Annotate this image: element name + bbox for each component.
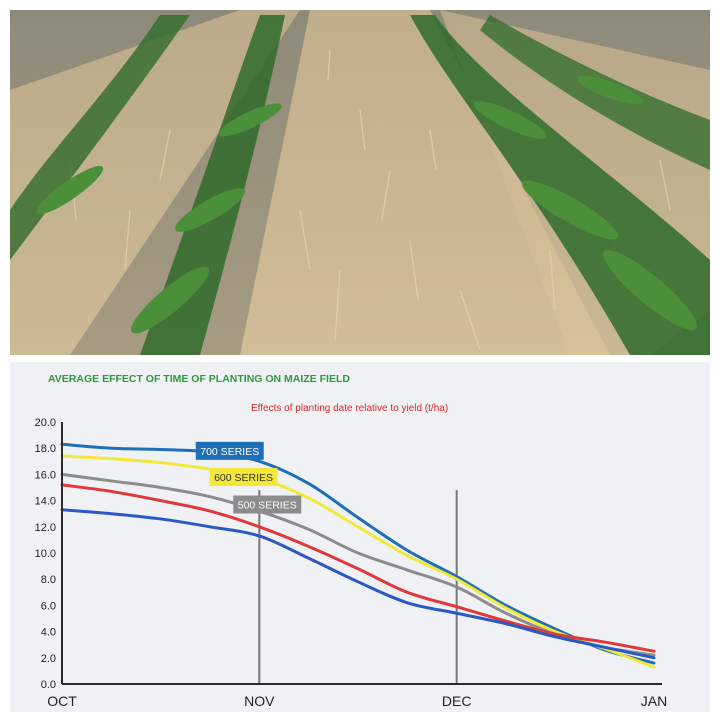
chart-axes xyxy=(61,422,662,685)
series-line-700-series xyxy=(60,442,656,665)
y-tick-label: 6.0 xyxy=(41,600,56,612)
yield-chart-panel: AVERAGE EFFECT OF TIME OF PLANTING ON MA… xyxy=(10,362,710,712)
maize-field-image xyxy=(10,10,710,355)
y-tick-label: 8.0 xyxy=(41,574,56,586)
series-label-text: 500 SERIES xyxy=(238,500,297,512)
y-tick-label: 16.0 xyxy=(35,469,56,481)
y-tick-label: 10.0 xyxy=(35,548,56,560)
series-label-text: 600 SERIES xyxy=(214,472,273,484)
series-label-600-series: 600 SERIES xyxy=(209,468,278,487)
yield-line-chart: AVERAGE EFFECT OF TIME OF PLANTING ON MA… xyxy=(35,373,668,709)
y-tick-label: 4.0 xyxy=(41,627,56,639)
y-tick-label: 20.0 xyxy=(35,417,56,429)
x-tick-label-nov: NOV xyxy=(244,693,275,709)
series-label-box xyxy=(233,495,302,514)
y-tick-label: 18.0 xyxy=(35,443,56,455)
series-line-unlabeled-4 xyxy=(60,508,656,660)
series-line-600-series xyxy=(60,454,656,669)
series-line-unlabeled-3 xyxy=(60,483,656,653)
y-tick-label: 14.0 xyxy=(35,496,56,508)
series-lines xyxy=(60,442,656,669)
series-label-box xyxy=(195,441,264,460)
y-tick-label: 0.0 xyxy=(41,679,56,691)
x-tick-label-dec: DEC xyxy=(442,693,472,709)
y-tick-label: 2.0 xyxy=(41,653,56,665)
series-label-box xyxy=(209,468,278,487)
series-labels: 700 SERIES 600 SERIES 500 SERIES xyxy=(195,441,302,514)
series-line-500-series xyxy=(60,472,656,657)
y-tick-labels: 0.0 2.0 4.0 6.0 8.0 10.0 12.0 14.0 16.0 18.0 20.0 xyxy=(35,417,56,691)
x-tick-label-oct: OCT xyxy=(47,693,77,709)
chart-subtitle: Effects of planting date relative to yie… xyxy=(251,403,448,414)
series-label-text: 700 SERIES xyxy=(200,446,259,458)
x-tick-label-jan: JAN xyxy=(641,693,667,709)
series-label-500-series: 500 SERIES xyxy=(233,495,302,514)
y-tick-label: 12.0 xyxy=(35,522,56,534)
maize-field-photo xyxy=(10,10,710,355)
chart-title: AVERAGE EFFECT OF TIME OF PLANTING ON MA… xyxy=(48,373,350,385)
x-tick-labels: OCT NOV DEC JAN xyxy=(47,693,667,709)
series-label-700-series: 700 SERIES xyxy=(195,441,264,460)
